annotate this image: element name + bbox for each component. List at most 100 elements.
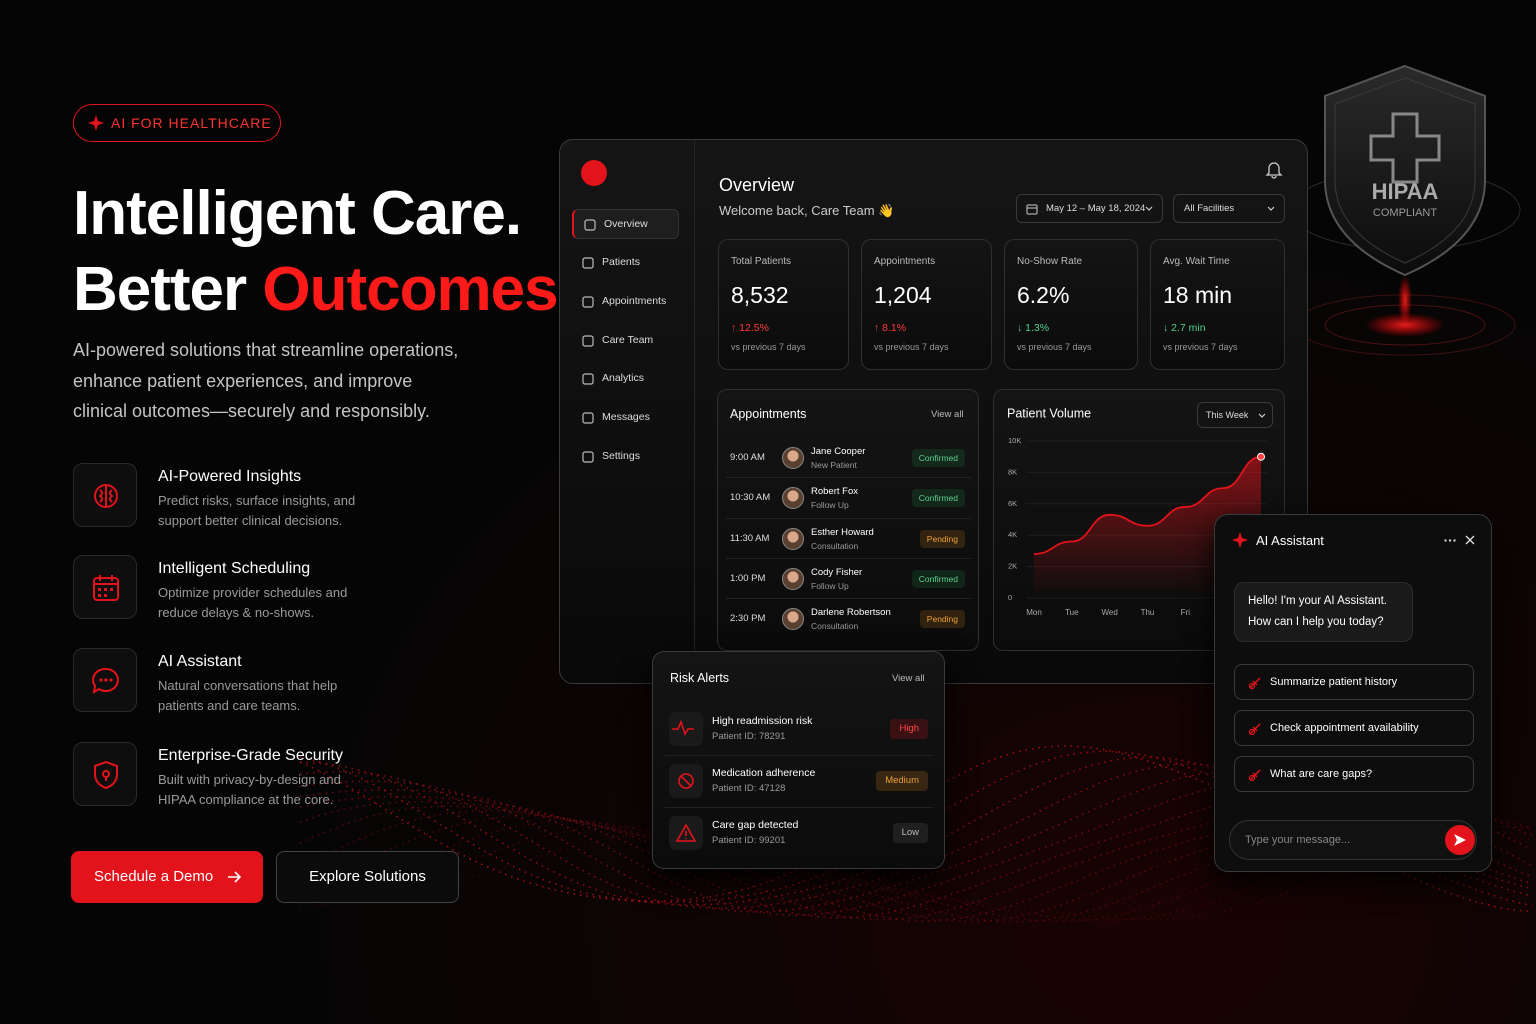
- facility-filter[interactable]: All Facilities: [1173, 194, 1285, 223]
- week-filter[interactable]: This Week: [1197, 402, 1273, 428]
- suggestion-text: Check appointment availability: [1270, 722, 1419, 734]
- status-pill: Pending: [919, 530, 965, 548]
- kpi-note: vs previous 7 days: [1017, 342, 1092, 352]
- feature-text: Natural conversations that help: [158, 678, 338, 693]
- end-point: [1257, 452, 1265, 461]
- suggestion[interactable]: Check appointment availability: [1234, 710, 1474, 746]
- assistant-title: AI Assistant: [1256, 533, 1324, 548]
- kpi-value: 8,532: [731, 282, 789, 308]
- hero-title-line: Intelligent Care.: [73, 179, 522, 248]
- greeting-text: How can I help you today?: [1248, 616, 1384, 628]
- send-icon: [1454, 834, 1466, 846]
- kpi-label: Avg. Wait Time: [1163, 256, 1230, 267]
- assistant-card: AI Assistant Hello! I'm your AI Assistant…: [1214, 514, 1492, 872]
- x-tick-label: Tue: [1065, 608, 1079, 617]
- wave: [299, 820, 1533, 923]
- suggestion-text: What are care gaps?: [1270, 768, 1373, 780]
- status-pill: Confirmed: [911, 570, 965, 588]
- icon: [92, 667, 119, 694]
- kpi-card: Appointments 1,204 ↑ 8.1% vs previous 7 day…: [861, 239, 992, 370]
- nav-item[interactable]: Overview: [572, 209, 679, 239]
- risk-title: Care gap detected: [712, 819, 799, 831]
- send-button[interactable]: [1445, 825, 1475, 855]
- secondary-button[interactable]: Explore Solutions: [276, 851, 459, 903]
- icon: [1248, 723, 1261, 736]
- visit-type: Follow Up: [811, 500, 849, 510]
- nav-item[interactable]: Care Team: [572, 326, 679, 356]
- kpi-note: vs previous 7 days: [1163, 342, 1238, 352]
- nav-item[interactable]: Messages: [572, 403, 679, 433]
- nav-item[interactable]: Analytics: [572, 364, 679, 394]
- risk-title: Medication adherence: [712, 767, 816, 779]
- feature-icon: [73, 463, 137, 527]
- icon: [94, 760, 118, 790]
- kpi-value: 1,204: [874, 282, 932, 308]
- chevron: [1267, 206, 1275, 211]
- feature-text: support better clinical decisions.: [158, 513, 343, 528]
- card-title: Risk Alerts: [670, 671, 730, 685]
- row-divider: [665, 807, 933, 808]
- risk-level: Low: [892, 823, 928, 843]
- risk-level: High: [890, 719, 928, 739]
- bell-icon: [1265, 162, 1283, 179]
- title-highlight: Outcomes.: [262, 255, 574, 324]
- kpi-change: ↑ 8.1%: [874, 322, 907, 334]
- y-tick-label: 8K: [1008, 467, 1017, 476]
- patient-id: Patient ID: 78291: [712, 731, 786, 742]
- avatar: [782, 447, 804, 469]
- date-filter[interactable]: May 12 – May 18, 2024: [1016, 194, 1163, 223]
- appointment-time: 1:00 PM: [730, 573, 766, 584]
- risk-icon: [669, 816, 703, 850]
- facility-text: All Facilities: [1184, 203, 1235, 214]
- nav-label: Care Team: [602, 334, 654, 346]
- kpi-label: Appointments: [874, 256, 936, 267]
- nav-label: Settings: [602, 450, 640, 462]
- y-tick-label: 10K: [1008, 436, 1021, 445]
- feature-icon: [73, 555, 137, 619]
- placeholder: Type your message...: [1245, 834, 1351, 846]
- x-tick-label: Wed: [1102, 608, 1118, 617]
- feature-text: HIPAA compliance at the core.: [158, 792, 334, 807]
- nav-label: Appointments: [602, 295, 667, 307]
- view-all[interactable]: View all: [892, 673, 925, 684]
- nav-item[interactable]: Appointments: [572, 287, 679, 317]
- line: [1033, 455, 1262, 555]
- sidebar-divider: [694, 140, 695, 683]
- hero-title-line: Better Outcomes.: [73, 254, 575, 326]
- avatar: [782, 608, 804, 630]
- nav-icon: [582, 451, 594, 463]
- kpi-value: 18 min: [1163, 282, 1233, 308]
- greeting-bubble: Hello! I'm your AI Assistant. How can I h…: [1234, 582, 1413, 642]
- feature-title: Intelligent Scheduling: [158, 560, 311, 577]
- view-all[interactable]: View all: [931, 409, 964, 420]
- nav-item[interactable]: Settings: [572, 442, 679, 472]
- suggestion[interactable]: Summarize patient history: [1234, 664, 1474, 700]
- nav-icon: [584, 219, 596, 231]
- kpi-note: vs previous 7 days: [874, 342, 949, 352]
- kpi-card: Total Patients 8,532 ↑ 12.5% vs previous 7 …: [718, 239, 849, 370]
- message-input[interactable]: Type your message...: [1229, 820, 1477, 860]
- primary-button[interactable]: Schedule a Demo: [71, 851, 263, 903]
- y-tick-label: 6K: [1008, 499, 1017, 508]
- page-heading: Overview: [719, 175, 795, 195]
- icon: [678, 773, 694, 789]
- sparkle-icon: [1232, 532, 1248, 548]
- chevron: [1258, 413, 1266, 418]
- menu-icon[interactable]: [1444, 539, 1456, 542]
- suggestion[interactable]: What are care gaps?: [1234, 756, 1474, 792]
- badge: AI FOR HEALTHCARE: [73, 104, 281, 142]
- risk-title: High readmission risk: [712, 715, 813, 727]
- feature-text: Built with privacy-by-design and: [158, 772, 341, 787]
- feature-icon: [73, 742, 137, 806]
- risk-icon: [669, 712, 703, 746]
- avatar: [782, 568, 804, 590]
- chevron: [1145, 206, 1153, 211]
- nav-item[interactable]: Patients: [572, 248, 679, 278]
- feature-text: Predict risks, surface insights, and: [158, 493, 356, 508]
- close-icon[interactable]: [1465, 535, 1475, 545]
- badge-text: AI FOR HEALTHCARE: [111, 115, 272, 131]
- card-title: Appointments: [730, 407, 807, 421]
- status-pill: Confirmed: [911, 449, 965, 467]
- icon: [675, 823, 697, 842]
